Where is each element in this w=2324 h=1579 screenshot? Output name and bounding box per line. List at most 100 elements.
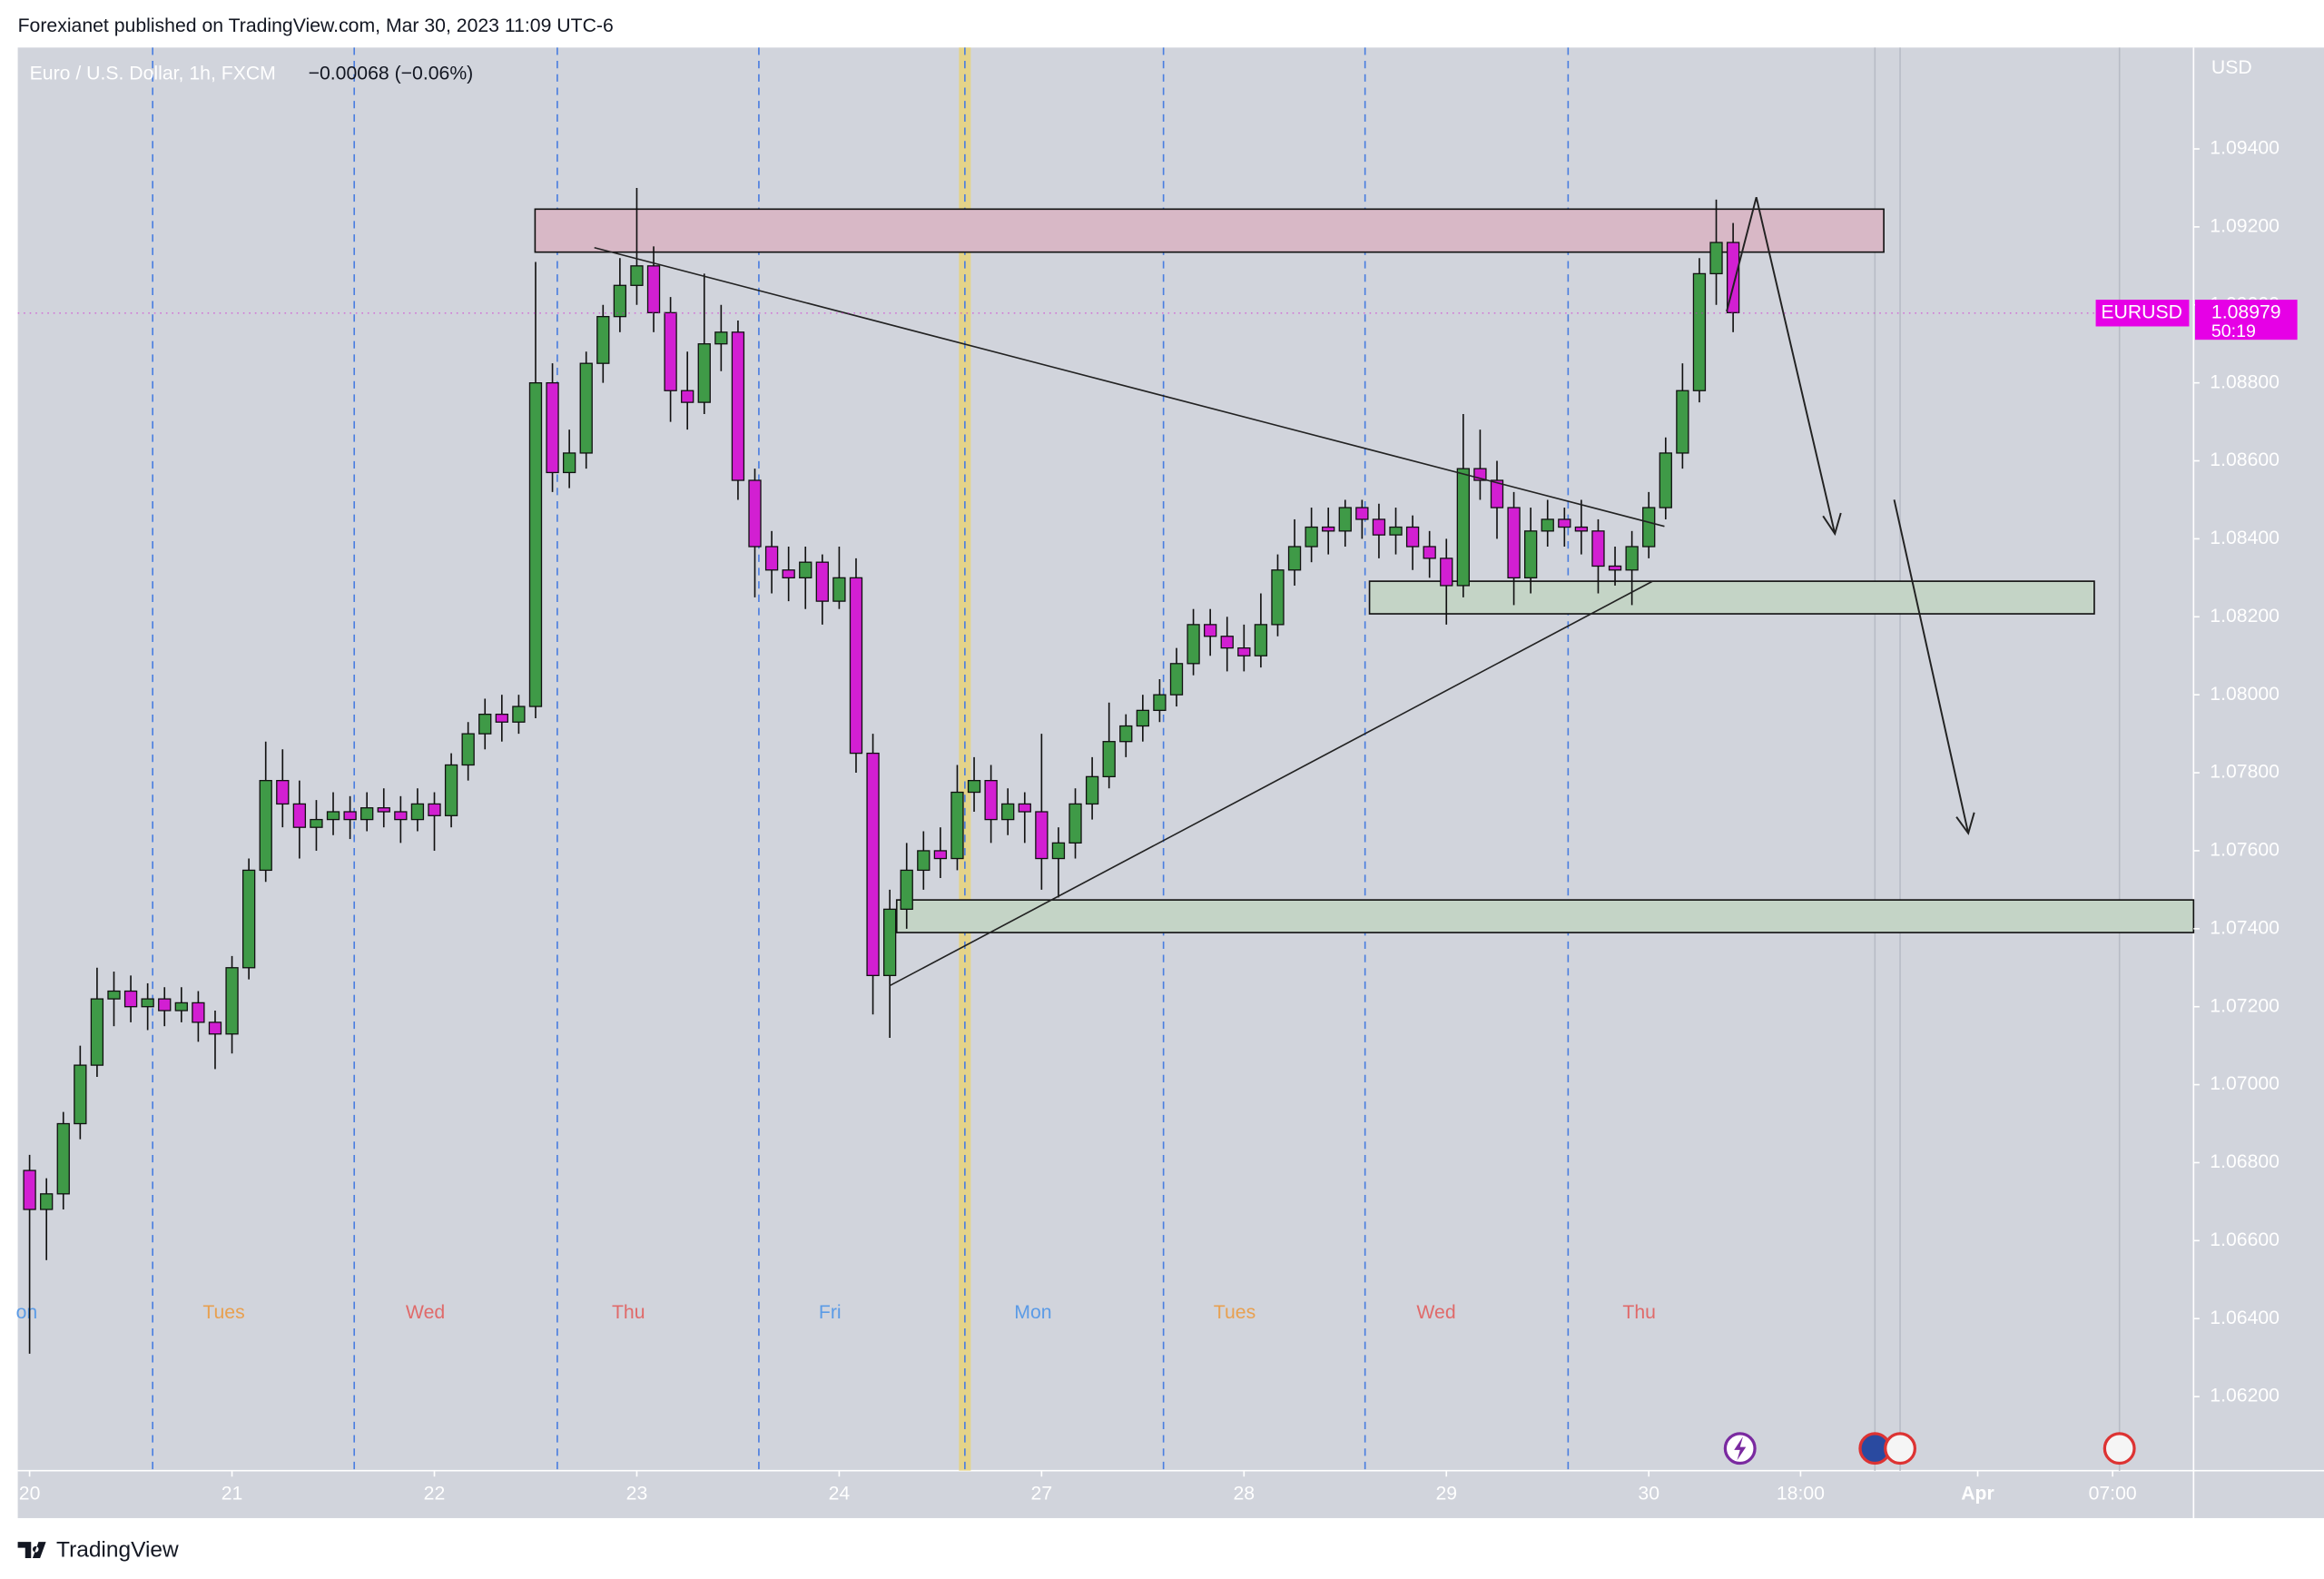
candle-body xyxy=(1287,546,1302,571)
candle-body xyxy=(681,390,694,403)
candle-body xyxy=(1203,624,1217,637)
event-icon xyxy=(1884,1432,1917,1466)
candle-body xyxy=(1405,526,1420,548)
session-label: Thu xyxy=(612,1302,645,1323)
candle-body xyxy=(731,331,745,481)
trend-line xyxy=(594,246,1665,528)
candle-body xyxy=(1440,558,1453,587)
y-tick-label: 1.09200 xyxy=(2210,215,2280,236)
candle-body xyxy=(882,908,897,977)
candle-body xyxy=(1338,507,1352,532)
y-tick-label: 1.07000 xyxy=(2210,1073,2280,1094)
candle-body xyxy=(174,1002,188,1012)
candle-body xyxy=(512,706,526,723)
candle-body xyxy=(1153,694,1167,712)
x-tick-label: 21 xyxy=(222,1483,243,1504)
candle-body xyxy=(343,811,357,821)
y-tick-label: 1.06800 xyxy=(2210,1151,2280,1172)
candle-body xyxy=(1187,624,1200,665)
candle-body xyxy=(528,381,543,707)
candle-body xyxy=(1051,842,1066,860)
candle-body xyxy=(1574,526,1589,532)
candle-body xyxy=(461,733,475,766)
x-tick-label: 30 xyxy=(1638,1483,1659,1504)
x-tick-label: Apr xyxy=(1961,1483,1994,1504)
y-tick-label: 1.07200 xyxy=(2210,995,2280,1016)
x-tick-label: 07:00 xyxy=(2089,1483,2137,1504)
price-badge-bg xyxy=(2194,300,2298,340)
projection-arrow xyxy=(1726,197,1837,535)
candle-body xyxy=(1659,452,1672,508)
price-change: −0.00068 (−0.06%) xyxy=(309,63,474,84)
candle-body xyxy=(1372,518,1386,536)
candle-body xyxy=(141,998,154,1008)
session-label: Mon xyxy=(1014,1302,1051,1323)
candle-body xyxy=(56,1122,70,1195)
candle-body xyxy=(630,265,644,286)
session-label: Tues xyxy=(1214,1302,1256,1323)
candle-body xyxy=(1692,272,1707,391)
y-tick-label: 1.07800 xyxy=(2210,762,2280,783)
y-tick-label: 1.08000 xyxy=(2210,684,2280,705)
candle-body xyxy=(1389,526,1403,536)
projection-arrow xyxy=(1893,499,1970,834)
x-tick-label: 27 xyxy=(1031,1483,1053,1504)
candle-body xyxy=(1709,242,1723,275)
x-tick-label: 18:00 xyxy=(1777,1483,1825,1504)
y-tick-label: 1.08200 xyxy=(2210,606,2280,627)
candle-body xyxy=(1591,530,1605,567)
candle-body xyxy=(241,869,256,969)
candle-body xyxy=(849,577,863,755)
candle-body xyxy=(1271,569,1285,626)
y-tick-label: 1.09400 xyxy=(2210,138,2280,159)
candle-body xyxy=(1305,526,1318,548)
trend-line xyxy=(889,580,1653,987)
footer-logo xyxy=(17,1542,46,1559)
session-label: Fri xyxy=(819,1302,842,1323)
candle-body xyxy=(613,284,627,318)
candle-body xyxy=(815,561,829,602)
candle-body xyxy=(74,1064,87,1125)
y-tick-label: 1.06600 xyxy=(2210,1229,2280,1250)
candle-body xyxy=(764,546,779,571)
arrow-head xyxy=(1822,512,1842,537)
candle-body xyxy=(1169,663,1184,696)
candle-body xyxy=(866,752,880,977)
candle-body xyxy=(933,850,948,860)
candle-body xyxy=(1423,546,1436,559)
candle-body xyxy=(664,311,677,391)
candle-body xyxy=(562,452,576,474)
candle-body xyxy=(1119,725,1133,743)
candle-body xyxy=(1642,507,1656,548)
candle-body xyxy=(1237,646,1251,656)
candle-body xyxy=(1676,390,1689,454)
session-label: on xyxy=(16,1302,38,1323)
candle-body xyxy=(276,779,290,805)
symbol-badge: EURUSD xyxy=(2101,301,2182,322)
candle-body xyxy=(984,779,998,821)
demand-zone xyxy=(1368,580,2095,615)
candle-body xyxy=(1018,803,1031,813)
candle-body xyxy=(23,1169,36,1210)
candle-body xyxy=(208,1021,222,1035)
candle-body xyxy=(444,764,458,816)
candle-body xyxy=(192,1002,205,1023)
candle-body xyxy=(292,803,307,828)
y-tick-label: 1.07400 xyxy=(2210,917,2280,938)
price-badge: 1.08979 xyxy=(2211,301,2281,322)
candle-body xyxy=(1035,811,1049,860)
candle-body xyxy=(310,818,323,828)
candle-body xyxy=(40,1193,54,1210)
x-tick-label: 22 xyxy=(424,1483,446,1504)
session-label: Wed xyxy=(1416,1302,1455,1323)
y-tick-label: 1.07600 xyxy=(2210,840,2280,861)
session-label: Wed xyxy=(406,1302,445,1323)
logo-mark xyxy=(17,1542,46,1559)
candle-body xyxy=(394,811,408,821)
candle-body xyxy=(1355,507,1369,520)
candle-body xyxy=(360,807,374,821)
candle-body xyxy=(326,811,340,821)
candle-body xyxy=(259,779,272,872)
footer-brand: TradingView xyxy=(56,1537,179,1562)
